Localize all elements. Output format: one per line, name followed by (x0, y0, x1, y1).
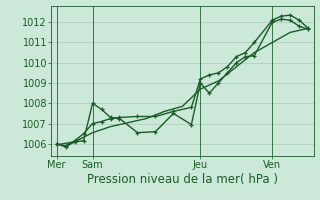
X-axis label: Pression niveau de la mer( hPa ): Pression niveau de la mer( hPa ) (87, 173, 278, 186)
